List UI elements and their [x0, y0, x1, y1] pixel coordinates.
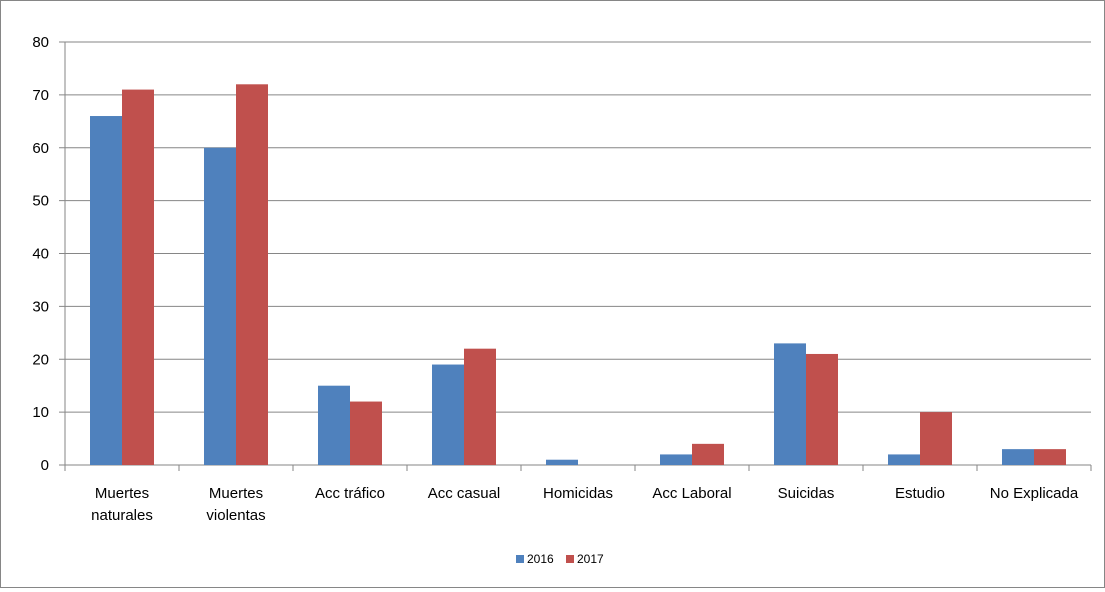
bar-2017 — [692, 443, 724, 465]
legend: 2016 2017 — [516, 552, 604, 566]
x-category-label: Acc casual — [428, 485, 501, 502]
bar-2017 — [806, 353, 838, 465]
x-category-label: No Explicada — [990, 485, 1079, 502]
bar-2016 — [774, 343, 806, 465]
bar-2017 — [1034, 449, 1066, 465]
x-category-label: naturales — [91, 507, 153, 524]
axis-labels: 0 10 20 30 40 50 60 70 80 Muertes naturales Muertes… — [32, 34, 1079, 524]
y-tick-label: 40 — [32, 246, 49, 263]
x-category-label: Acc tráfico — [315, 485, 385, 502]
x-category-label: Suicidas — [778, 485, 835, 502]
y-tick-label: 60 — [32, 140, 49, 157]
bar-2017 — [464, 348, 496, 465]
x-category-label: Estudio — [895, 485, 945, 502]
bar-2017 — [350, 401, 382, 465]
legend-label-2016: 2016 — [527, 552, 554, 566]
x-category-label: Muertes — [95, 485, 149, 502]
legend-swatch-2016 — [516, 555, 524, 563]
y-tick-label: 50 — [32, 193, 49, 210]
bar-2016 — [90, 116, 122, 466]
x-category-label: Homicidas — [543, 485, 613, 502]
bar-2017 — [920, 412, 952, 465]
y-tick-label: 30 — [32, 298, 49, 315]
bar-2017 — [236, 84, 268, 466]
bar-2016 — [204, 147, 236, 465]
y-tick-label: 0 — [41, 457, 49, 474]
y-tick-label: 70 — [32, 87, 49, 104]
legend-swatch-2017 — [566, 555, 574, 563]
bar-2016 — [1002, 449, 1034, 465]
bar-2016 — [660, 454, 692, 465]
x-category-label: violentas — [206, 507, 265, 524]
y-tick-label: 10 — [32, 404, 49, 421]
bar-2016 — [546, 459, 578, 465]
x-category-label: Muertes — [209, 485, 263, 502]
x-category-label: Acc Laboral — [652, 485, 731, 502]
bars — [90, 84, 1066, 466]
y-tick-label: 80 — [32, 34, 49, 51]
bar-2016 — [432, 364, 464, 465]
bar-2016 — [318, 385, 350, 465]
bar-2016 — [888, 454, 920, 465]
bar-2017 — [122, 89, 154, 466]
y-tick-label: 20 — [32, 351, 49, 368]
legend-label-2017: 2017 — [577, 552, 604, 566]
